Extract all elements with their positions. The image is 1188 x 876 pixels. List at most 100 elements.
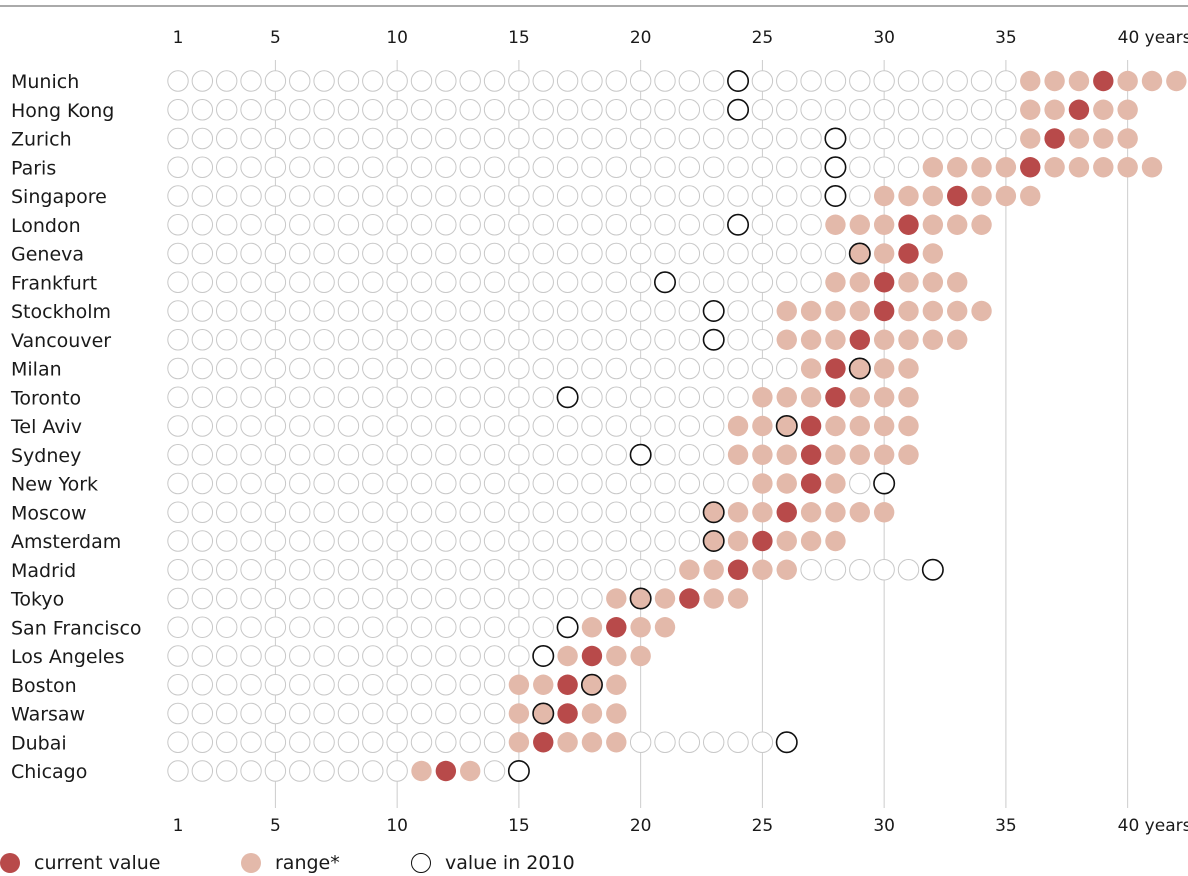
empty-dot xyxy=(776,357,798,380)
empty-dot xyxy=(629,242,652,265)
empty-dot xyxy=(191,674,214,696)
empty-dot xyxy=(216,329,238,351)
city-label: Singapore xyxy=(11,186,107,208)
empty-dot xyxy=(337,271,360,293)
empty-dot xyxy=(289,300,311,322)
value-2010-marker xyxy=(775,731,798,754)
range-dot xyxy=(776,530,797,552)
range-dot xyxy=(849,415,870,437)
empty-dot xyxy=(873,559,895,581)
empty-dot xyxy=(581,185,603,207)
empty-dot xyxy=(240,156,262,178)
empty-dot xyxy=(532,501,554,523)
empty-dot xyxy=(508,587,530,610)
empty-dot xyxy=(508,386,530,408)
range-dot xyxy=(849,300,870,322)
empty-dot xyxy=(508,271,530,293)
empty-dot xyxy=(289,587,311,610)
empty-dot xyxy=(191,444,214,466)
empty-dot xyxy=(435,415,457,437)
empty-dot xyxy=(556,271,579,293)
empty-dot xyxy=(678,329,701,351)
city-row: Geneva xyxy=(11,242,944,266)
empty-dot xyxy=(410,156,433,178)
empty-dot xyxy=(703,156,725,178)
empty-dot xyxy=(216,587,238,610)
empty-dot xyxy=(435,271,457,293)
current-value-dot xyxy=(898,243,919,264)
empty-dot xyxy=(849,70,871,92)
empty-dot xyxy=(532,271,554,293)
empty-dot xyxy=(605,444,627,466)
empty-dot xyxy=(483,242,506,265)
empty-dot xyxy=(216,156,238,178)
empty-dot xyxy=(337,242,360,265)
empty-dot xyxy=(386,645,408,667)
empty-dot xyxy=(824,242,847,265)
empty-dot xyxy=(459,242,481,265)
empty-dot xyxy=(629,415,652,437)
empty-dot xyxy=(313,357,335,380)
range-dot xyxy=(873,185,895,207)
city-row: Chicago xyxy=(11,759,530,783)
empty-dot xyxy=(362,702,384,725)
empty-dot xyxy=(970,127,993,150)
empty-dot xyxy=(337,357,360,380)
empty-dot xyxy=(581,530,603,552)
city-label: Geneva xyxy=(11,244,84,266)
empty-dot xyxy=(240,99,262,121)
empty-dot xyxy=(435,127,457,150)
empty-dot xyxy=(289,185,311,207)
empty-dot xyxy=(435,674,457,696)
range-dot xyxy=(508,732,530,753)
city-label: Tokyo xyxy=(10,589,64,611)
bottom-tick-label-20: 20 xyxy=(630,816,652,836)
empty-dot xyxy=(751,271,774,293)
empty-dot xyxy=(264,99,287,121)
empty-dot xyxy=(289,329,311,351)
empty-dot xyxy=(483,674,506,696)
empty-dot xyxy=(240,472,262,495)
empty-dot xyxy=(264,702,287,725)
empty-dot xyxy=(410,300,433,322)
empty-dot xyxy=(459,357,481,380)
empty-dot xyxy=(337,386,360,408)
empty-dot xyxy=(167,587,189,610)
empty-dot xyxy=(264,587,287,610)
empty-dot xyxy=(532,559,554,581)
empty-dot xyxy=(483,559,506,581)
empty-dot xyxy=(727,472,749,495)
empty-dot xyxy=(629,329,652,351)
empty-dot xyxy=(410,185,433,207)
empty-dot xyxy=(240,329,262,351)
empty-dot xyxy=(849,127,871,150)
empty-dot xyxy=(264,731,287,753)
city-label: Los Angeles xyxy=(11,646,124,668)
range-dot xyxy=(947,157,968,178)
empty-dot xyxy=(313,587,335,610)
empty-dot xyxy=(313,386,335,408)
empty-dot xyxy=(362,559,384,581)
empty-dot xyxy=(337,702,360,725)
value-2010-marker xyxy=(921,558,944,581)
city-row: Los Angeles xyxy=(11,644,651,668)
empty-dot xyxy=(678,242,701,265)
empty-dot xyxy=(362,731,384,753)
city-label: London xyxy=(11,215,81,237)
range-dot xyxy=(679,559,700,580)
empty-dot xyxy=(581,472,603,495)
empty-dot xyxy=(703,127,725,150)
city-row: Milan xyxy=(11,357,919,381)
empty-dot xyxy=(313,99,335,121)
range-dot xyxy=(1141,157,1163,178)
empty-dot xyxy=(362,415,384,437)
range-dot xyxy=(703,559,724,580)
empty-dot xyxy=(167,156,189,178)
empty-dot xyxy=(824,70,847,92)
empty-dot xyxy=(410,329,433,351)
empty-dot xyxy=(167,645,189,667)
empty-dot xyxy=(264,674,287,696)
empty-dot xyxy=(727,386,749,408)
empty-dot xyxy=(678,99,701,121)
range-dot xyxy=(825,272,846,293)
